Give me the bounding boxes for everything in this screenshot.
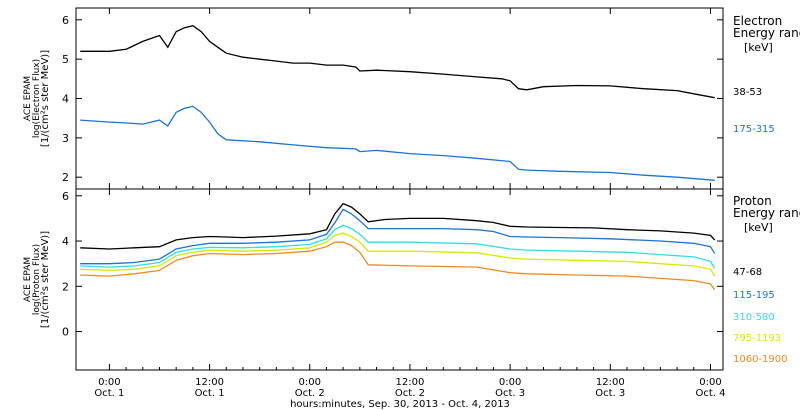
y-axis-label-line: ACE EPAM bbox=[23, 76, 33, 121]
y-tick-label: 6 bbox=[62, 14, 69, 27]
x-tick-day-label: Oct. 2 bbox=[295, 388, 325, 399]
legend-title: [keV] bbox=[744, 41, 773, 54]
legend-title: Energy ranges bbox=[733, 206, 800, 220]
legend-title: [keV] bbox=[744, 221, 773, 234]
panel-frame-electron bbox=[75, 7, 724, 190]
y-tick-label: 4 bbox=[62, 235, 69, 248]
y-axis-label-line: [1/(cm²s ster MeV)] bbox=[40, 50, 51, 147]
series-line-310-580 bbox=[80, 224, 716, 269]
y-tick-label: 2 bbox=[62, 171, 69, 184]
legend-entry: 38-53 bbox=[733, 87, 762, 98]
legend-title: Electron bbox=[733, 14, 782, 28]
x-tick-day-label: Oct. 1 bbox=[94, 388, 124, 399]
y-tick-label: 4 bbox=[62, 93, 69, 106]
y-axis-label: ACE EPAMlog(Electron Flux)[1/(cm²s ster … bbox=[23, 50, 51, 147]
y-tick-label: 3 bbox=[62, 132, 69, 145]
series-line-47-68 bbox=[80, 202, 716, 250]
legend-title: Proton bbox=[733, 194, 772, 208]
x-tick-label: 0:00 bbox=[98, 377, 120, 388]
y-tick-label: 5 bbox=[62, 53, 69, 66]
x-tick-label: 0:00 bbox=[699, 377, 721, 388]
x-tick-day-label: Oct. 4 bbox=[695, 388, 725, 399]
y-tick-label: 6 bbox=[62, 190, 69, 203]
x-tick-day-label: Oct. 2 bbox=[395, 388, 425, 399]
y-axis-label: ACE EPAMlog(Proton Flux)[1/(cm²s ster Me… bbox=[23, 231, 51, 328]
y-tick-label: 2 bbox=[62, 280, 69, 293]
series-line-795-1193 bbox=[80, 232, 716, 277]
x-tick-label: 12:00 bbox=[396, 377, 425, 388]
x-tick-day-label: Oct. 1 bbox=[195, 388, 225, 399]
legend-entry: 310-580 bbox=[733, 312, 775, 323]
legend-entry: 1060-1900 bbox=[733, 354, 788, 365]
series-line-175-315 bbox=[80, 105, 715, 181]
series-line-38-53 bbox=[80, 24, 715, 99]
y-axis-label-line: log(Electron Flux) bbox=[32, 59, 42, 138]
y-axis-label-line: [1/(cm²s ster MeV)] bbox=[40, 231, 51, 328]
legend-entry: 115-195 bbox=[733, 290, 775, 301]
x-tick-label: 12:00 bbox=[195, 377, 224, 388]
y-axis-label-line: ACE EPAM bbox=[23, 257, 33, 302]
legend-entry: 175-315 bbox=[733, 124, 775, 135]
series-line-115-195 bbox=[80, 208, 716, 265]
legend-title: Energy ranges bbox=[733, 26, 800, 40]
legend-entry: 47-68 bbox=[733, 267, 762, 278]
legend-entry: 795-1193 bbox=[733, 333, 781, 344]
series-line-1060-1900 bbox=[80, 241, 716, 291]
x-axis-label: hours:minutes, Sep. 30, 2013 - Oct. 4, 2… bbox=[290, 399, 510, 410]
x-tick-day-label: Oct. 3 bbox=[495, 388, 525, 399]
panel-frame-proton bbox=[75, 188, 724, 371]
x-tick-label: 0:00 bbox=[299, 377, 321, 388]
y-tick-label: 0 bbox=[62, 326, 69, 339]
y-axis-label-line: log(Proton Flux) bbox=[32, 244, 42, 315]
x-tick-day-label: Oct. 3 bbox=[595, 388, 625, 399]
x-tick-label: 0:00 bbox=[499, 377, 521, 388]
x-tick-label: 12:00 bbox=[596, 377, 625, 388]
